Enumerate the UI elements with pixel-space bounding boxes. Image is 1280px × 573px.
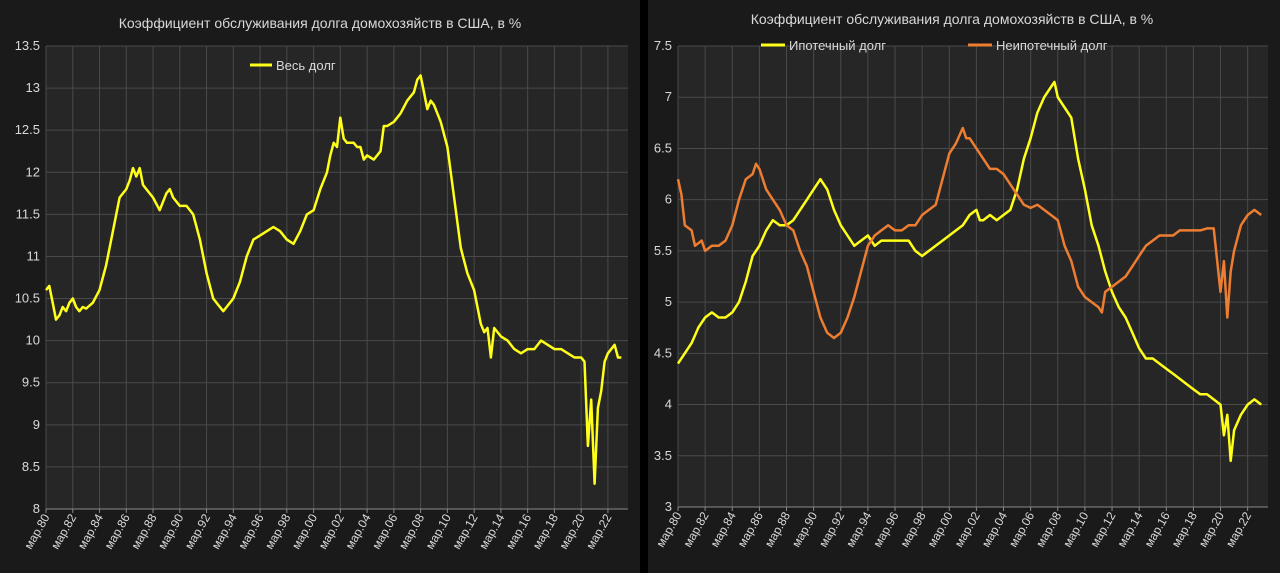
y-tick-label: 7 bbox=[665, 89, 672, 104]
x-tick-label: мар.08 bbox=[1033, 509, 1064, 549]
x-tick-label: мар.02 bbox=[952, 509, 983, 549]
y-tick-label: 6 bbox=[665, 192, 672, 207]
y-tick-label: 5 bbox=[665, 294, 672, 309]
y-tick-label: 10.5 bbox=[15, 291, 40, 306]
x-tick-label: мар.14 bbox=[1114, 509, 1145, 549]
y-tick-label: 6.5 bbox=[654, 140, 672, 155]
x-tick-label: мар.22 bbox=[1223, 509, 1254, 549]
y-tick-label: 10 bbox=[26, 333, 40, 348]
chart-title: Коэффициент обслуживания долга домохозяй… bbox=[751, 11, 1154, 27]
y-tick-label: 13.5 bbox=[15, 38, 40, 53]
legend-label-non-mortgage: Неипотечный долг bbox=[996, 38, 1108, 53]
y-tick-label: 7.5 bbox=[654, 38, 672, 53]
x-tick-label: мар.96 bbox=[870, 509, 901, 549]
x-tick-label: мар.04 bbox=[979, 509, 1010, 549]
y-tick-label: 8 bbox=[33, 501, 40, 516]
y-tick-label: 4.5 bbox=[654, 345, 672, 360]
y-tick-label: 5.5 bbox=[654, 243, 672, 258]
x-tick-label: мар.10 bbox=[1060, 509, 1091, 549]
y-tick-label: 9 bbox=[33, 417, 40, 432]
x-tick-label: мар.20 bbox=[1196, 509, 1227, 549]
legend: Ипотечный долг Неипотечный долг bbox=[761, 38, 1108, 53]
y-tick-label: 9.5 bbox=[22, 375, 40, 390]
chart-panel-total-debt: 8 8.5 9 9.5 10 10.5 11 11.5 12 12.5 13 13.5 мар.80 ма… bbox=[0, 0, 640, 573]
y-tick-label: 3.5 bbox=[654, 448, 672, 463]
series-line-total bbox=[45, 74, 622, 485]
x-tick-label: мар.18 bbox=[1169, 509, 1200, 549]
x-tick-label: мар.82 bbox=[680, 509, 711, 549]
x-tick-label: мар.22 bbox=[583, 511, 614, 551]
y-tick-label: 3 bbox=[665, 499, 672, 514]
y-tick-label: 12.5 bbox=[15, 122, 40, 137]
x-tick-label: мар.84 bbox=[708, 509, 739, 549]
x-tick-label: мар.92 bbox=[816, 509, 847, 549]
y-tick-label: 11.5 bbox=[16, 206, 40, 221]
x-tick-label: мар.80 bbox=[653, 509, 684, 549]
y-tick-label: 8.5 bbox=[22, 459, 40, 474]
x-tick-label: мар.94 bbox=[843, 509, 874, 549]
x-tick-label: мар.06 bbox=[1006, 509, 1037, 549]
x-tick-label: мар.88 bbox=[762, 509, 793, 549]
legend: Весь долг bbox=[250, 58, 336, 73]
x-tick-label: мар.12 bbox=[1087, 509, 1118, 549]
chart-panel-mortgage-vs-non-mortgage: 3 3.5 4 4.5 5 5.5 6 6.5 7 7.5 мар.80 мар.82 мар.84 ма… bbox=[648, 0, 1280, 573]
y-tick-label: 12 bbox=[26, 164, 40, 179]
x-tick-label: мар.16 bbox=[1142, 509, 1173, 549]
x-tick-label: мар.98 bbox=[897, 509, 928, 549]
y-tick-label: 4 bbox=[665, 397, 672, 412]
series-line-non-mortgage bbox=[676, 126, 1262, 340]
plot-background bbox=[46, 46, 628, 509]
chart-title: Коэффициент обслуживания долга домохозяй… bbox=[119, 15, 522, 31]
x-tick-label: мар.00 bbox=[925, 509, 956, 549]
y-tick-label: 11 bbox=[27, 248, 41, 263]
panel-divider bbox=[640, 0, 648, 573]
legend-label-total: Весь долг bbox=[276, 58, 336, 73]
chart-mortgage-vs-non-mortgage: 33.544.555.566.577.5мар.80мар.82мар.84ма… bbox=[653, 11, 1268, 550]
x-tick-label: мар.90 bbox=[789, 509, 820, 549]
chart-total-debt: 88.599.51010.51111.51212.51313.5мар.80ма… bbox=[15, 15, 628, 552]
legend-label-mortgage: Ипотечный долг bbox=[789, 38, 886, 53]
x-tick-label: мар.86 bbox=[735, 509, 766, 549]
y-tick-label: 13 bbox=[26, 80, 40, 95]
plot-area: 88.599.51010.51111.51212.51313.5мар.80ма… bbox=[15, 38, 628, 552]
plot-background bbox=[678, 46, 1268, 507]
plot-area: 33.544.555.566.577.5мар.80мар.82мар.84ма… bbox=[653, 38, 1268, 550]
series-line-mortgage bbox=[676, 80, 1262, 463]
